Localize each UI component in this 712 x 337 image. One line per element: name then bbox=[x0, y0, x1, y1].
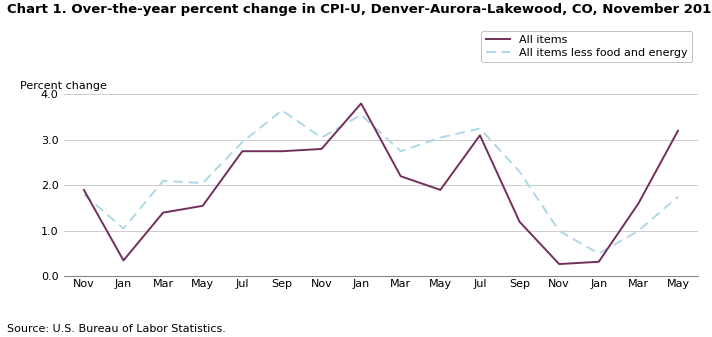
Text: Percent change: Percent change bbox=[20, 81, 107, 91]
Text: Source: U.S. Bureau of Labor Statistics.: Source: U.S. Bureau of Labor Statistics. bbox=[7, 324, 226, 334]
Text: Chart 1. Over-the-year percent change in CPI-U, Denver-Aurora-Lakewood, CO, Nove: Chart 1. Over-the-year percent change in… bbox=[7, 3, 712, 17]
Legend: All items, All items less food and energy: All items, All items less food and energ… bbox=[481, 31, 692, 62]
